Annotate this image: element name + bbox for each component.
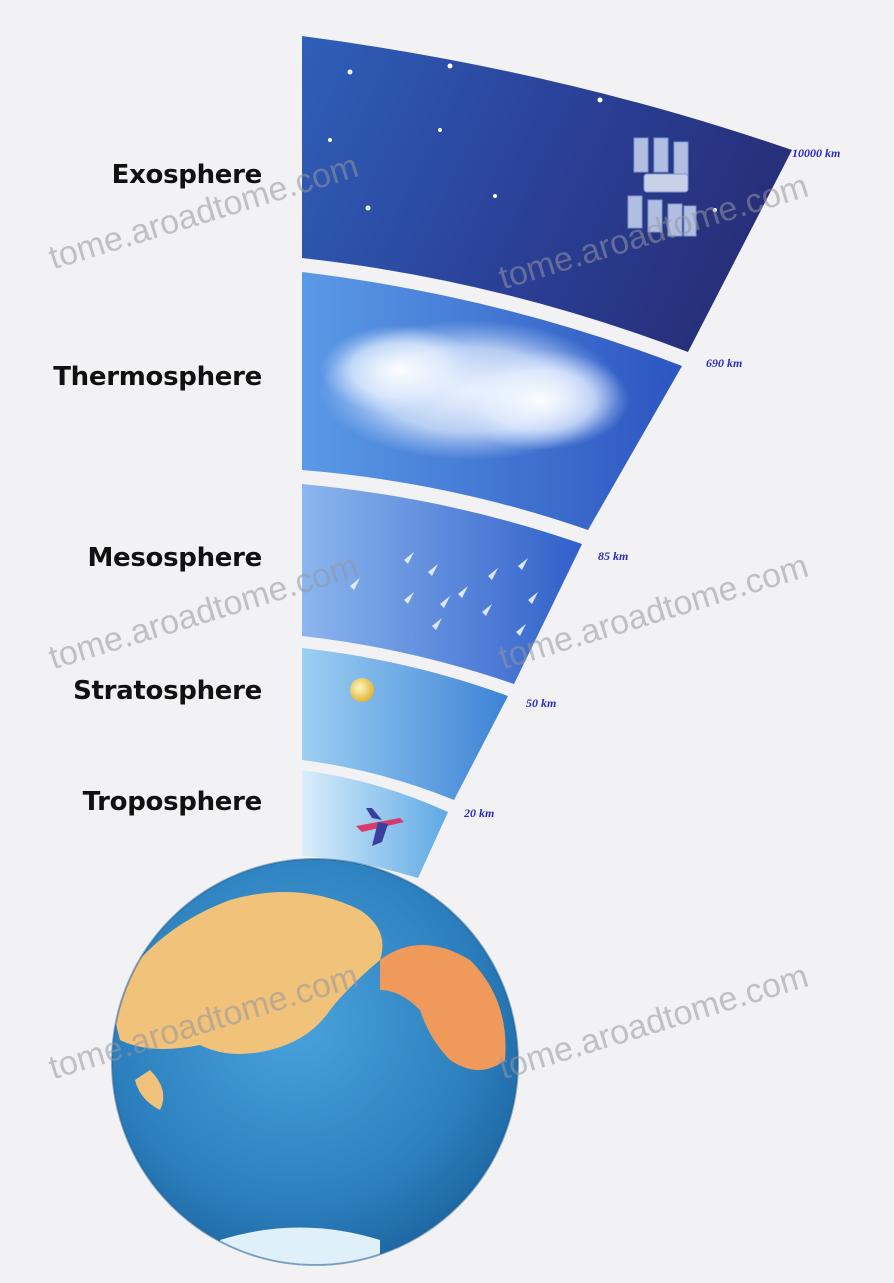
- altitude-label-exosphere: 10000 km: [792, 146, 841, 160]
- meteor-icon: [516, 624, 526, 636]
- meteor-icon: [350, 578, 360, 590]
- meteor-icons: [350, 552, 538, 636]
- star-icon: [447, 63, 453, 69]
- layer-label-troposphere: Troposphere: [82, 787, 263, 817]
- star-icons: [328, 63, 717, 212]
- meteor-icon: [482, 604, 492, 616]
- meteor-icon: [440, 596, 450, 608]
- meteor-icon: [404, 592, 414, 604]
- mesosphere-band: [302, 484, 582, 684]
- weather-balloon-icon: [350, 678, 374, 702]
- meteor-icon: [404, 552, 414, 564]
- meteor-icon: [432, 618, 442, 630]
- star-icon: [347, 69, 353, 75]
- layer-label-exosphere: Exosphere: [111, 160, 263, 190]
- cloud-icon: [320, 320, 630, 460]
- star-icon: [438, 128, 442, 132]
- meteor-icon: [488, 568, 498, 580]
- airplane-icon: [356, 808, 404, 846]
- meteor-icon: [518, 558, 528, 570]
- altitude-label-troposphere: 20 km: [464, 806, 495, 820]
- star-icon: [365, 205, 371, 211]
- meteor-icon: [458, 586, 468, 598]
- altitude-label-thermosphere: 690 km: [706, 356, 743, 370]
- altitude-label-mesosphere: 85 km: [598, 549, 629, 563]
- altitude-label-stratosphere: 50 km: [526, 696, 557, 710]
- meteor-icon: [528, 592, 538, 604]
- layer-label-stratosphere: Stratosphere: [73, 676, 262, 706]
- star-icon: [597, 97, 603, 103]
- layer-label-thermosphere: Thermosphere: [53, 362, 262, 392]
- star-icon: [328, 138, 332, 142]
- star-icon: [713, 208, 717, 212]
- layer-label-mesosphere: Mesosphere: [87, 543, 262, 573]
- earth-globe-icon: [111, 858, 519, 1266]
- satellite-icon: [627, 137, 697, 237]
- meteor-icon: [428, 564, 438, 576]
- exosphere-band: [302, 36, 792, 352]
- star-icon: [493, 194, 497, 198]
